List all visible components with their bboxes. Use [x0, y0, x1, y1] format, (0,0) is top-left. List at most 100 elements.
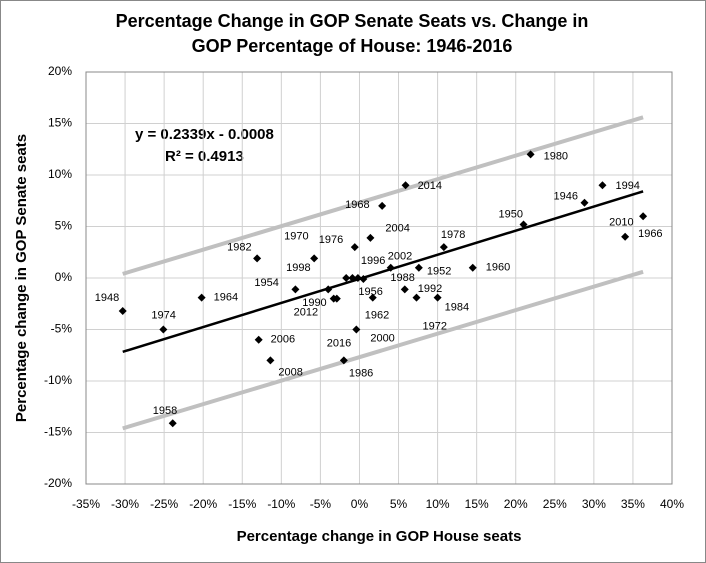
point — [291, 285, 300, 294]
point — [598, 181, 607, 190]
point — [526, 150, 535, 159]
point — [439, 243, 448, 252]
point-label: 1950 — [499, 208, 523, 220]
point — [378, 201, 387, 210]
point-label: 2016 — [327, 338, 351, 350]
x-tick-label: -15% — [228, 497, 256, 511]
x-tick-label: 15% — [465, 497, 489, 511]
point-label: 1954 — [254, 277, 278, 289]
point — [342, 274, 351, 282]
point — [266, 356, 275, 365]
y-tick-label: 15% — [48, 116, 72, 130]
plot-border — [85, 71, 673, 485]
y-tick-label: -5% — [51, 322, 73, 336]
point-label: 2006 — [271, 334, 295, 346]
point-label: 1982 — [227, 241, 251, 253]
point — [412, 293, 421, 302]
point-label: 1968 — [345, 199, 369, 211]
point-label: 2012 — [294, 307, 318, 319]
band-line — [122, 269, 644, 431]
point-label: 1958 — [153, 405, 177, 417]
point-label: 1946 — [553, 191, 577, 203]
y-tick-label: 0% — [55, 270, 73, 284]
x-tick-label: -35% — [72, 497, 100, 511]
point-label: 1970 — [284, 230, 308, 242]
point-label: 1990 — [302, 297, 326, 309]
y-axis-label: Percentage change in GOP Senate seats — [13, 134, 30, 422]
x-tick-label: -25% — [150, 497, 178, 511]
x-axis-label: Percentage change in GOP House seats — [237, 528, 522, 545]
point — [468, 263, 477, 272]
x-tick-label: -20% — [189, 497, 217, 511]
point-label: 1992 — [418, 283, 442, 295]
r-squared: R² = 0.4913 — [165, 148, 244, 165]
point-label: 1988 — [390, 272, 414, 284]
point — [350, 243, 359, 252]
point — [348, 274, 357, 282]
point-label: 1966 — [638, 228, 662, 240]
y-tick-label: 10% — [48, 167, 72, 181]
point — [253, 254, 262, 263]
point-label: 1978 — [441, 229, 465, 241]
x-tick-label: 35% — [621, 497, 645, 511]
point — [324, 285, 333, 294]
point-label: 2004 — [385, 223, 409, 235]
point — [339, 356, 348, 365]
point — [197, 293, 206, 302]
point — [580, 198, 589, 207]
y-tick-label: 20% — [48, 64, 72, 78]
x-tick-label: 10% — [426, 497, 450, 511]
y-tick-label: 5% — [55, 219, 73, 233]
point-label: 1952 — [427, 266, 451, 278]
point-label: 1964 — [214, 291, 238, 303]
equation: y = 0.2339x - 0.0008 — [135, 126, 274, 143]
chart-title: GOP Percentage of House: 1946-2016 — [192, 36, 513, 56]
point-label: 1996 — [361, 255, 385, 267]
chart-title: Percentage Change in GOP Senate Seats vs… — [116, 11, 589, 31]
point — [414, 263, 423, 272]
point — [519, 220, 528, 229]
point — [621, 232, 630, 241]
point-label: 1980 — [544, 150, 568, 162]
point-label: 1974 — [151, 309, 175, 321]
x-tick-label: 25% — [543, 497, 567, 511]
point-label: 1998 — [286, 262, 310, 274]
point — [332, 294, 341, 303]
x-tick-label: -5% — [310, 497, 332, 511]
point — [159, 325, 168, 334]
point — [433, 293, 442, 302]
point-label: 1962 — [365, 309, 389, 321]
point-label: 1972 — [423, 320, 447, 332]
point-label: 2014 — [418, 180, 442, 192]
point-label: 1956 — [358, 286, 382, 298]
x-tick-label: 40% — [660, 497, 684, 511]
point — [310, 254, 319, 263]
point-label: 2010 — [609, 217, 633, 229]
band-line — [122, 115, 644, 276]
point — [254, 335, 263, 344]
point — [366, 233, 375, 242]
point-label: 2008 — [278, 366, 302, 378]
point-label: 2002 — [388, 251, 412, 263]
x-tick-label: -30% — [111, 497, 139, 511]
y-tick-label: -20% — [44, 476, 72, 490]
point — [359, 275, 368, 284]
x-tick-label: 30% — [582, 497, 606, 511]
point-label: 2000 — [370, 332, 394, 344]
x-tick-label: 0% — [351, 497, 369, 511]
point — [386, 263, 395, 272]
y-tick-label: -15% — [44, 425, 72, 439]
point — [118, 306, 127, 315]
x-tick-label: 5% — [390, 497, 408, 511]
point — [401, 181, 410, 190]
trend-line — [122, 190, 644, 354]
point-label: 1960 — [486, 262, 510, 274]
point — [639, 212, 648, 221]
point — [400, 285, 409, 294]
x-tick-label: -10% — [267, 497, 295, 511]
point — [368, 293, 377, 302]
point-label: 1986 — [349, 367, 373, 379]
point — [352, 325, 361, 334]
x-tick-label: 20% — [504, 497, 528, 511]
